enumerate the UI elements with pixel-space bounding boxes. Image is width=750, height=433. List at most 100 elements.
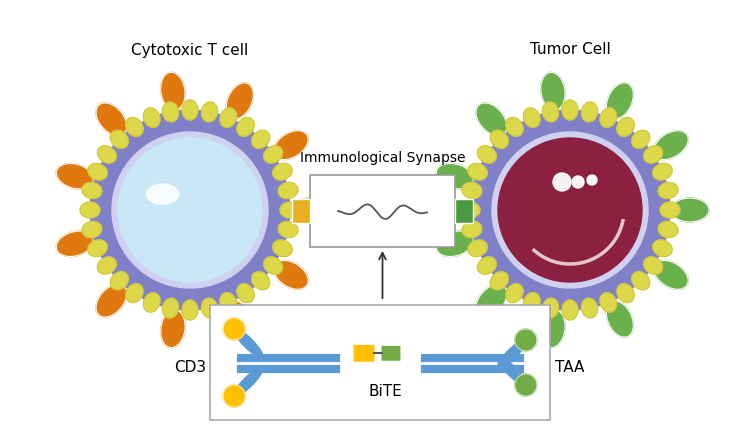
Ellipse shape (617, 284, 634, 303)
Ellipse shape (542, 298, 559, 318)
FancyBboxPatch shape (310, 175, 455, 247)
Ellipse shape (56, 231, 94, 256)
Ellipse shape (652, 163, 672, 180)
Ellipse shape (280, 202, 300, 218)
FancyBboxPatch shape (420, 352, 524, 362)
Ellipse shape (506, 284, 523, 303)
Ellipse shape (462, 182, 482, 199)
Ellipse shape (88, 163, 107, 180)
Text: CD3: CD3 (174, 361, 206, 375)
Ellipse shape (542, 102, 559, 122)
Ellipse shape (490, 130, 508, 149)
Ellipse shape (234, 368, 262, 397)
Ellipse shape (143, 293, 160, 312)
FancyBboxPatch shape (381, 345, 401, 361)
Ellipse shape (607, 301, 633, 337)
Ellipse shape (96, 103, 127, 136)
Circle shape (498, 138, 642, 282)
Ellipse shape (163, 102, 178, 122)
Ellipse shape (237, 117, 254, 136)
Ellipse shape (476, 284, 507, 317)
FancyBboxPatch shape (455, 199, 473, 223)
Ellipse shape (220, 108, 236, 127)
FancyBboxPatch shape (236, 352, 340, 362)
Ellipse shape (524, 108, 540, 127)
Ellipse shape (632, 271, 650, 290)
Ellipse shape (202, 298, 217, 318)
Text: Tumor Cell: Tumor Cell (530, 42, 610, 58)
Ellipse shape (658, 221, 678, 238)
Circle shape (470, 110, 670, 310)
Ellipse shape (644, 146, 662, 163)
Ellipse shape (264, 146, 283, 163)
Ellipse shape (506, 117, 523, 136)
Ellipse shape (644, 257, 662, 274)
Ellipse shape (224, 385, 245, 407)
Circle shape (553, 173, 571, 191)
Ellipse shape (143, 108, 160, 127)
Ellipse shape (182, 300, 198, 320)
Ellipse shape (126, 117, 143, 136)
Ellipse shape (273, 240, 292, 257)
Text: Cytotoxic T cell: Cytotoxic T cell (131, 42, 248, 58)
Text: TAA: TAA (555, 361, 585, 375)
Ellipse shape (617, 117, 634, 136)
FancyBboxPatch shape (353, 344, 375, 362)
Ellipse shape (632, 130, 650, 149)
Ellipse shape (660, 202, 680, 218)
FancyBboxPatch shape (236, 363, 340, 372)
Ellipse shape (146, 184, 178, 204)
Ellipse shape (226, 83, 254, 119)
Ellipse shape (654, 261, 688, 289)
Ellipse shape (160, 310, 185, 348)
Ellipse shape (278, 221, 298, 238)
Ellipse shape (226, 301, 254, 337)
Ellipse shape (252, 271, 270, 290)
Ellipse shape (274, 131, 308, 159)
Ellipse shape (658, 182, 678, 199)
Ellipse shape (462, 221, 482, 238)
Ellipse shape (490, 271, 508, 290)
Ellipse shape (497, 339, 526, 368)
Ellipse shape (182, 100, 198, 120)
Ellipse shape (202, 102, 217, 122)
Ellipse shape (264, 257, 283, 274)
Ellipse shape (291, 198, 329, 222)
Ellipse shape (82, 182, 102, 199)
Ellipse shape (541, 310, 565, 348)
Text: Immunological Synapse: Immunological Synapse (300, 151, 465, 165)
Ellipse shape (600, 293, 616, 312)
Ellipse shape (524, 293, 540, 312)
FancyBboxPatch shape (292, 199, 310, 223)
Ellipse shape (497, 356, 526, 385)
Ellipse shape (56, 164, 94, 189)
Ellipse shape (436, 164, 473, 189)
Ellipse shape (237, 284, 254, 303)
Ellipse shape (224, 318, 245, 340)
Ellipse shape (98, 257, 116, 274)
Ellipse shape (82, 221, 102, 238)
Ellipse shape (234, 329, 262, 357)
Ellipse shape (607, 83, 633, 119)
Ellipse shape (652, 240, 672, 257)
Circle shape (572, 176, 584, 188)
Ellipse shape (514, 374, 537, 396)
Ellipse shape (274, 261, 308, 289)
Ellipse shape (562, 100, 578, 120)
Ellipse shape (273, 163, 292, 180)
Ellipse shape (96, 284, 127, 317)
Circle shape (118, 138, 262, 282)
Ellipse shape (436, 231, 473, 256)
Text: BiTE: BiTE (368, 384, 402, 399)
Circle shape (492, 132, 648, 288)
Ellipse shape (476, 103, 507, 136)
Circle shape (112, 132, 268, 288)
Ellipse shape (600, 108, 616, 127)
Ellipse shape (514, 329, 537, 351)
Ellipse shape (581, 298, 598, 318)
Ellipse shape (88, 240, 107, 257)
Ellipse shape (654, 131, 688, 159)
Ellipse shape (468, 163, 488, 180)
Ellipse shape (160, 72, 185, 110)
Ellipse shape (126, 284, 143, 303)
